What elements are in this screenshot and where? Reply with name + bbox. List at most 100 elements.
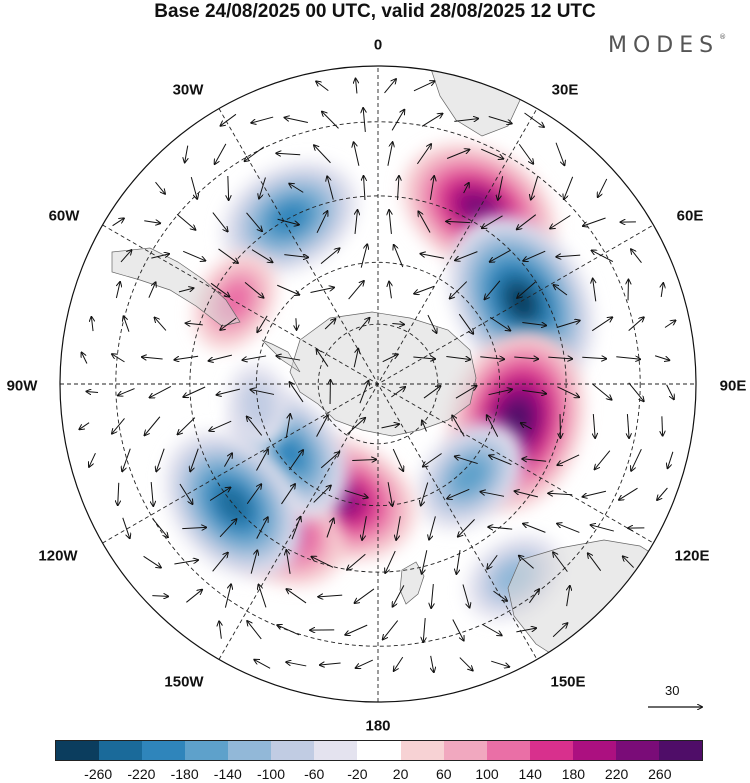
wind-vector xyxy=(363,108,365,132)
wind-vector xyxy=(429,516,436,539)
wind-vector xyxy=(311,557,334,568)
colorbar-swatch xyxy=(185,741,229,760)
wind-vector xyxy=(454,119,478,122)
wind-vector xyxy=(209,354,233,361)
wind-vector xyxy=(79,422,90,430)
wind-vector xyxy=(245,146,265,161)
wind-vector xyxy=(452,619,464,640)
wind-vector xyxy=(314,145,331,164)
wind-vector xyxy=(185,145,188,163)
wind-vector xyxy=(219,621,221,639)
wind-vector xyxy=(347,418,365,435)
wind-vector xyxy=(616,357,640,359)
wind-vector xyxy=(421,114,442,127)
colorbar-swatch xyxy=(314,741,358,760)
wind-vector xyxy=(583,490,607,497)
wind-vector xyxy=(215,143,227,164)
wind-vector xyxy=(567,586,570,607)
wind-vector xyxy=(318,595,343,597)
wind-vector xyxy=(316,81,329,92)
lon-label-180: 180 xyxy=(365,717,391,735)
latitude-circle xyxy=(317,323,439,445)
colorbar-swatch xyxy=(400,741,444,760)
wind-vector xyxy=(487,415,499,437)
wind-vector xyxy=(488,527,513,529)
wind-vector xyxy=(355,210,357,234)
wind-vector xyxy=(289,184,304,193)
wind-vector xyxy=(348,281,364,300)
wind-vector xyxy=(458,519,475,536)
wind-vector xyxy=(488,116,512,124)
wind-vector xyxy=(190,448,199,472)
wind-vector xyxy=(519,556,534,569)
wind-vector xyxy=(459,657,473,671)
colorbar-swatch xyxy=(357,741,401,760)
wind-vector xyxy=(347,553,366,570)
wind-vector xyxy=(296,318,297,330)
wind-vector xyxy=(254,660,271,669)
wind-vector xyxy=(521,423,532,430)
wind-vector xyxy=(320,452,339,469)
wind-vector xyxy=(115,282,120,299)
wind-vector xyxy=(550,215,571,228)
wind-vector xyxy=(277,284,299,295)
wind-vector xyxy=(112,354,125,363)
wind-vector xyxy=(285,414,290,438)
wind-vector xyxy=(344,489,368,497)
colorbar-tick-label: 260 xyxy=(648,766,672,782)
wind-vector xyxy=(489,316,510,330)
wind-vector xyxy=(455,456,478,465)
wind-vector xyxy=(446,221,471,222)
wind-vector xyxy=(416,144,431,165)
wind-vector xyxy=(463,183,469,194)
wind-vector xyxy=(664,320,675,328)
colorbar-tick-label: 140 xyxy=(518,766,542,782)
wind-vector xyxy=(322,112,339,129)
wind-vector xyxy=(523,524,546,533)
wind-vector xyxy=(481,148,503,159)
wind-vector xyxy=(556,255,581,257)
wind-vector xyxy=(423,453,442,466)
wind-vector xyxy=(356,79,357,94)
wind-vector xyxy=(155,318,167,331)
brand-registered-mark: ® xyxy=(719,33,727,41)
wind-vector xyxy=(657,487,668,500)
wind-vector xyxy=(289,382,304,403)
wind-vector xyxy=(414,285,435,293)
wind-vector xyxy=(523,250,546,261)
wind-vector xyxy=(431,584,433,608)
wind-vector xyxy=(209,488,230,501)
wind-vector xyxy=(628,317,644,332)
wind-vector xyxy=(619,487,638,500)
wind-vector xyxy=(382,354,398,363)
wind-vector xyxy=(480,357,504,359)
wind-vector xyxy=(118,482,119,505)
lon-label-90e: 90E xyxy=(719,377,747,395)
wind-vector xyxy=(517,281,536,298)
colorbar-swatch xyxy=(572,741,616,760)
wind-vector xyxy=(256,517,268,539)
colorbar-swatch xyxy=(486,741,530,760)
colorbar-tick-label: -180 xyxy=(170,766,199,782)
wind-vector xyxy=(383,620,399,640)
wind-vector xyxy=(359,381,369,404)
wind-vector xyxy=(151,482,153,506)
colorbar-tick-label: 60 xyxy=(436,766,452,782)
colorbar-swatch xyxy=(529,741,573,760)
wind-vector xyxy=(142,357,163,359)
wind-vector xyxy=(155,181,165,194)
wind-vector xyxy=(518,143,533,164)
lon-label-120w: 120W xyxy=(38,547,78,565)
wind-vector xyxy=(488,389,512,396)
wind-vector xyxy=(288,450,303,471)
wind-vector xyxy=(393,585,405,606)
wind-vector xyxy=(422,421,427,432)
wind-vector xyxy=(623,556,635,568)
wind-vector xyxy=(588,553,602,572)
wind-vector xyxy=(221,113,237,125)
wind-vector xyxy=(89,452,96,467)
wind-vector xyxy=(313,486,331,503)
wind-vector xyxy=(356,659,374,668)
wind-vector xyxy=(583,217,606,226)
colorbar-swatch xyxy=(228,741,272,760)
